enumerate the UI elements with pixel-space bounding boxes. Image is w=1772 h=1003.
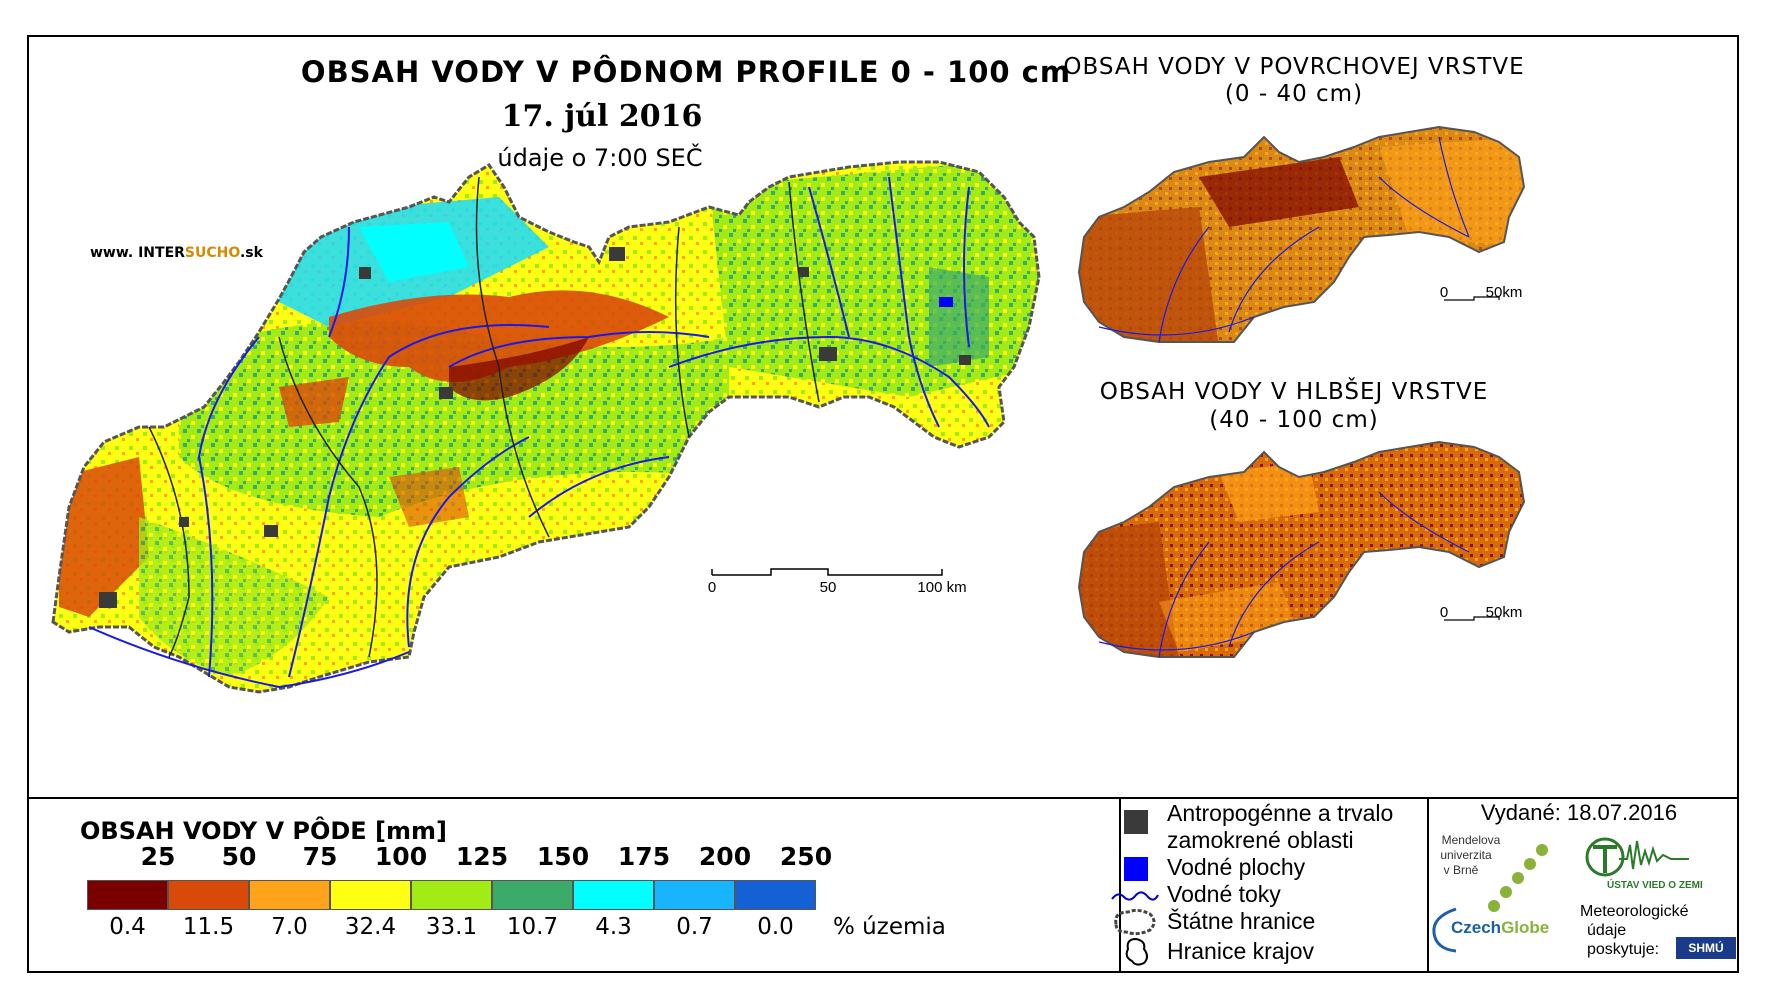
website-prefix: www. INTER [90,245,185,261]
map-frame: OBSAH VODY V PÔDNOM PROFILE 0 - 100 cm 1… [27,35,1739,973]
main-map-date: 17. júl 2016 [501,99,703,134]
legend-percentage: 0.7 [676,914,713,940]
czechglobe-text-a: Czech [1451,918,1502,937]
czechglobe-arc-icon [1432,907,1457,953]
state-border [51,160,1041,694]
state-border-icon [1114,908,1156,936]
deep-scale-label-50: 50km [1485,604,1523,621]
symbol-label-anthropogenic-1: Antropogénne a trvalo [1167,800,1394,826]
surface-map-title: OBSAH VODY V POVRCHOVEJ VRSTVE [1063,54,1525,80]
legend-threshold: 125 [455,842,509,871]
main-scale-label-0: 0 [707,579,717,596]
surface-scale-label-50: 50km [1485,284,1523,301]
legend-divider-info [1427,797,1429,973]
anthropogenic-areas [99,247,971,608]
legend-title: OBSAH VODY V PÔDE [mm] [80,817,448,845]
surface-map-subtitle: (0 - 40 cm) [1224,81,1364,107]
legend-swatch [654,880,735,910]
legend-percentage: 10.7 [506,914,559,940]
main-scale-label-50: 50 [819,579,837,596]
region-border-icon [1125,937,1148,966]
legend-swatch [573,880,654,910]
region-borders [148,176,820,658]
symbol-label-region-borders: Hranice krajov [1167,938,1314,964]
legend-swatch [168,880,249,910]
legend-percentage: 4.3 [595,914,632,940]
main-map-time-note: údaje o 7:00 SEČ [497,144,703,172]
legend-threshold: 25 [140,842,176,871]
mendel-line-3: v Brně [1443,863,1479,877]
meteo-line-2: údaje [1587,922,1627,939]
legend-swatch [330,880,411,910]
water-body [939,297,953,307]
ustav-seismograph-icon [1585,837,1689,877]
shmu-text: SHMÚ [1688,941,1724,955]
legend-threshold: 250 [779,842,833,871]
legend-swatch [411,880,492,910]
legend-swatch [249,880,330,910]
main-scale-label-100: 100 km [917,579,967,596]
shmu-logo: SHMÚ [1676,937,1736,959]
main-map-raster [53,162,1039,692]
legend-swatch [735,880,816,910]
symbol-label-anthropogenic-2: zamokrené oblasti [1167,827,1354,853]
legend-percentage: 0.0 [757,914,794,940]
legend-percentage: 11.5 [182,914,235,940]
green-dots-icon [1488,844,1548,912]
surface-layer-map[interactable] [1077,117,1529,357]
legend-threshold: 75 [302,842,338,871]
deep-scale-label-0: 0 [1439,604,1449,621]
main-map-title: OBSAH VODY V PÔDNOM PROFILE 0 - 100 cm [300,55,1072,89]
deep-layer-map[interactable] [1077,432,1529,672]
symbol-label-rivers: Vodné toky [1167,881,1281,907]
legend-threshold: 50 [221,842,257,871]
meteo-line-1: Meteorologické [1580,903,1689,920]
deep-map-title: OBSAH VODY V HLBŠEJ VRSTVE [1099,379,1489,405]
mendel-line-1: Mendelova [1441,833,1501,847]
czechglobe-logo: CzechGlobe [1451,918,1549,938]
ustav-text: ÚSTAV VIED O ZEMI [1607,880,1703,891]
legend-threshold: 100 [374,842,428,871]
legend-divider-symbols [1119,797,1121,973]
legend-percent-unit: % územia [833,914,946,940]
legend-percentage: 33.1 [425,914,478,940]
main-map[interactable] [29,37,1737,797]
website-suffix: .sk [239,245,263,261]
deep-map-subtitle: (40 - 100 cm) [1209,407,1379,433]
symbol-label-state-borders: Štátne hranice [1167,908,1316,934]
main-scale-bar [711,568,943,576]
legend-threshold: 200 [698,842,752,871]
legend-percentage: 0.4 [109,914,146,940]
legend-swatch [492,880,573,910]
legend-color-bar [87,880,816,910]
legend-swatch [87,880,168,910]
legend-threshold: 150 [536,842,590,871]
legend-percentage: 7.0 [271,914,308,940]
symbol-label-water-bodies: Vodné plochy [1167,854,1306,880]
meteo-line-3: poskytuje: [1587,941,1660,958]
czechglobe-text-b: Globe [1501,918,1550,937]
blue-square-icon [1124,857,1148,881]
legend-threshold: 175 [617,842,671,871]
website-highlight: SUCHO [184,245,240,261]
issued-date: Vydané: 18.07.2016 [1480,800,1678,825]
river-network [88,176,990,689]
mendel-line-2: univerzita [1440,848,1492,862]
river-line-icon [1111,891,1159,901]
legend-divider [29,797,1737,799]
website-label[interactable]: www. INTERSUCHO.sk [90,245,263,261]
legend-percentage: 32.4 [344,914,397,940]
dark-square-icon [1124,810,1148,834]
surface-scale-label-0: 0 [1439,284,1449,301]
